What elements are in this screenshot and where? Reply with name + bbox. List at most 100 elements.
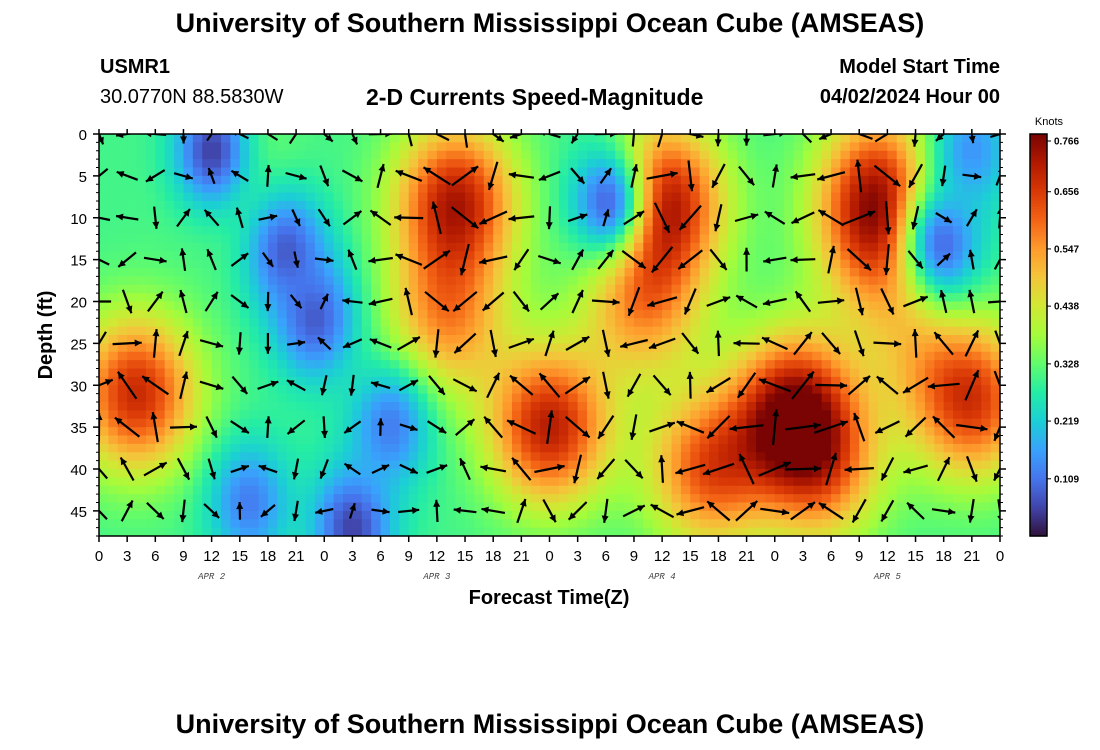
heatmap-cell xyxy=(474,251,485,261)
heatmap-cell xyxy=(793,301,804,311)
heatmap-cell xyxy=(981,293,992,303)
heatmap-cell xyxy=(962,284,973,294)
heatmap-cell xyxy=(887,318,898,328)
heatmap-cell xyxy=(502,276,513,286)
arrow-head xyxy=(286,380,295,387)
heatmap-cell xyxy=(314,510,325,520)
heatmap-cell xyxy=(455,217,466,227)
heatmap-cell xyxy=(718,268,729,277)
heatmap-cell xyxy=(117,293,128,303)
heatmap-cell xyxy=(934,142,945,152)
heatmap-cell xyxy=(127,309,138,319)
heatmap-cell xyxy=(324,427,335,437)
heatmap-cell xyxy=(755,293,766,303)
heatmap-cell xyxy=(671,402,682,411)
current-arrow xyxy=(286,339,306,347)
heatmap-cell xyxy=(755,226,766,236)
heatmap-cell xyxy=(511,318,522,328)
heatmap-cell xyxy=(521,150,532,160)
heatmap-cell xyxy=(849,427,860,437)
heatmap-cell xyxy=(174,234,185,244)
heatmap-cell xyxy=(746,293,757,303)
heatmap-cell xyxy=(427,192,438,202)
heatmap-cell xyxy=(737,309,748,319)
heatmap-cell xyxy=(615,234,626,244)
heatmap-cell xyxy=(446,192,457,202)
heatmap-cell xyxy=(802,167,813,177)
heatmap-cell xyxy=(718,343,729,353)
heatmap-cell xyxy=(446,452,457,462)
heatmap-cell xyxy=(127,226,138,236)
heatmap-cell xyxy=(774,469,785,478)
heatmap-cell xyxy=(755,452,766,462)
heatmap-cell xyxy=(981,209,992,219)
current-arrow xyxy=(317,208,331,227)
heatmap-cell xyxy=(990,268,1000,277)
heatmap-cell xyxy=(361,427,372,437)
heatmap-cell xyxy=(145,435,156,445)
heatmap-cell xyxy=(211,142,222,152)
heatmap-cell xyxy=(896,251,907,261)
current-arrow xyxy=(264,291,272,312)
heatmap-cell xyxy=(258,402,269,411)
heatmap-cell xyxy=(99,175,109,185)
heatmap-cell xyxy=(755,159,766,169)
heatmap-cell xyxy=(286,326,297,336)
heatmap-cell xyxy=(286,242,297,252)
heatmap-cell xyxy=(953,443,964,453)
heatmap-cell xyxy=(127,293,138,303)
heatmap-cell xyxy=(859,460,870,470)
heatmap-cell xyxy=(258,284,269,294)
heatmap-cell xyxy=(389,276,400,286)
heatmap-cell xyxy=(924,192,935,202)
heatmap-cell xyxy=(267,510,278,520)
heatmap-cell xyxy=(568,242,579,252)
heatmap-cell xyxy=(906,276,917,286)
heatmap-cell xyxy=(596,393,607,403)
heatmap-cell xyxy=(286,360,297,370)
heatmap-cell xyxy=(699,268,710,277)
heatmap-cell xyxy=(831,309,842,319)
heatmap-cell xyxy=(633,318,644,328)
heatmap-cell xyxy=(605,309,616,319)
heatmap-cell xyxy=(502,527,513,536)
heatmap-cell xyxy=(117,477,128,487)
heatmap-cell xyxy=(361,175,372,185)
heatmap-cell xyxy=(502,502,513,512)
heatmap-cell xyxy=(549,309,560,319)
heatmap-cell xyxy=(183,251,194,261)
heatmap-cell xyxy=(831,443,842,453)
heatmap-cell xyxy=(680,318,691,328)
heatmap-cell xyxy=(784,485,795,495)
heatmap-cell xyxy=(624,159,635,169)
heatmap-cell xyxy=(145,519,156,529)
heatmap-cell xyxy=(690,368,701,378)
heatmap-cell xyxy=(680,460,691,470)
heatmap-cell xyxy=(671,201,682,210)
heatmap-cell xyxy=(615,134,626,143)
heatmap-cell xyxy=(249,309,260,319)
heatmap-cell xyxy=(483,351,494,361)
heatmap-cell xyxy=(577,309,588,319)
heatmap-cell xyxy=(249,184,260,194)
heatmap-cell xyxy=(558,159,569,169)
heatmap-cell xyxy=(765,234,776,244)
heatmap-cell xyxy=(380,343,391,353)
heatmap-cell xyxy=(380,159,391,169)
heatmap-cell xyxy=(455,502,466,512)
arrow-head xyxy=(142,376,150,383)
heatmap-cell xyxy=(192,376,203,386)
heatmap-cell xyxy=(577,134,588,143)
heatmap-cell xyxy=(915,251,926,261)
heatmap-cell xyxy=(859,393,870,403)
heatmap-cell xyxy=(737,226,748,236)
heatmap-cell xyxy=(849,360,860,370)
heatmap-cell xyxy=(699,217,710,227)
heatmap-cell xyxy=(840,460,851,470)
heatmap-cell xyxy=(286,351,297,361)
heatmap-cell xyxy=(202,452,213,462)
heatmap-cell xyxy=(136,427,147,437)
heatmap-cell xyxy=(296,309,307,319)
heatmap-cell xyxy=(502,460,513,470)
heatmap-cell xyxy=(906,510,917,520)
